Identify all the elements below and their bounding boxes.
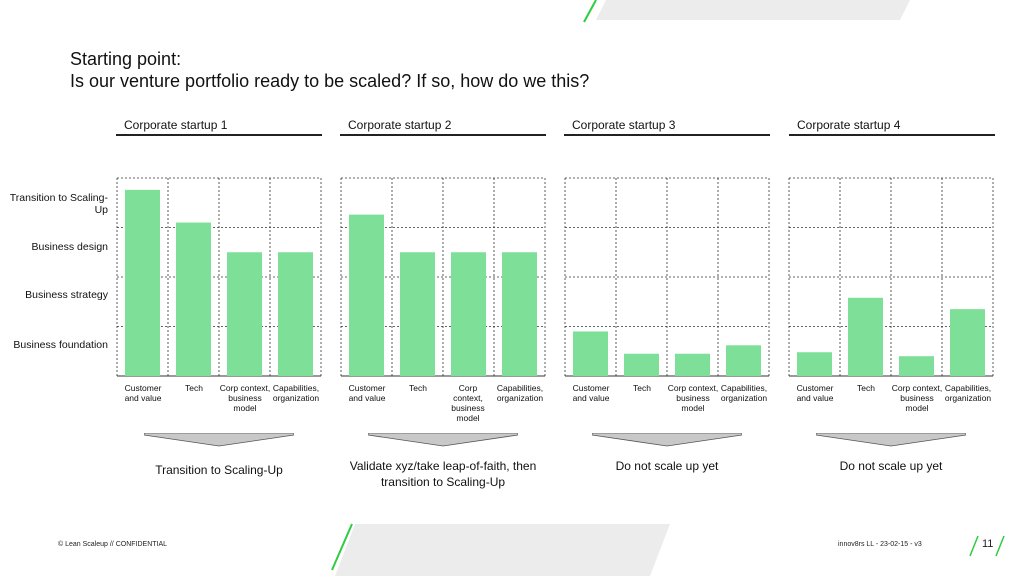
panel-4-bar-3: [899, 356, 934, 376]
top-green-slash: [583, 0, 597, 23]
panel-3-bar-2: [624, 353, 659, 376]
panel-3-bar-3: [675, 353, 710, 376]
page-slash-right: [995, 535, 1005, 557]
panel-1-underline: [116, 134, 322, 136]
footer-version: innov8rs LL - 23-02-15 - v3: [838, 541, 922, 548]
panel-2-arrow: [368, 433, 518, 447]
panel-3-title: Corporate startup 3: [572, 118, 676, 132]
p1-cat-capabilities: Capabilities, organization: [272, 383, 320, 403]
panel-4-conclusion: Do not scale up yet: [839, 459, 943, 473]
y-level-transition: Transition to Scaling-Up: [9, 192, 108, 216]
panel-4-bar-4: [950, 309, 985, 376]
panel-1-bar-1: [125, 189, 160, 376]
title-line-1: Starting point:: [70, 49, 182, 69]
top-gray-band: [596, 0, 910, 20]
p2-cat-capabilities: Capabilities, organization: [496, 383, 544, 403]
panel-3-bar-1: [573, 331, 608, 376]
page-title: Starting point: Is our venture portfolio…: [70, 48, 589, 92]
panel-1-conclusion: Transition to Scaling-Up: [155, 463, 283, 477]
p1-cat-customer: Customer and value: [124, 383, 162, 403]
p3-cat-customer: Customer and value: [572, 383, 610, 403]
panel-4-bar-1: [797, 352, 832, 376]
y-level-business-design: Business design: [31, 241, 108, 253]
panel-1-bar-4: [278, 252, 313, 376]
panel-3-conclusion: Do not scale up yet: [615, 459, 719, 473]
panel-4-title: Corporate startup 4: [797, 118, 901, 132]
panel-1-bar-2: [176, 222, 211, 376]
panel-4-underline: [789, 134, 995, 136]
panel-1-title: Corporate startup 1: [124, 118, 228, 132]
p1-cat-corp-context: Corp context, business model: [219, 383, 271, 413]
panel-4-bar-2: [848, 297, 883, 376]
p1-cat-tech: Tech: [185, 383, 203, 393]
panel-2-bar-3: [451, 252, 486, 376]
bottom-gray-band: [335, 524, 670, 576]
bottom-green-slash: [331, 523, 353, 571]
panel-4-arrow: [816, 433, 966, 447]
page-number: 11: [982, 538, 994, 550]
p3-cat-corp-context: Corp context, business model: [667, 383, 719, 413]
title-line-2: Is our venture portfolio ready to be sca…: [70, 71, 590, 91]
p2-cat-corp-context: Corp context, business model: [451, 383, 485, 423]
p4-cat-capabilities: Capabilities, organization: [944, 383, 992, 403]
p2-cat-tech: Tech: [409, 383, 427, 393]
p4-cat-tech: Tech: [857, 383, 875, 393]
p4-cat-customer: Customer and value: [796, 383, 834, 403]
panel-1-bar-3: [227, 252, 262, 376]
page-slash-left: [969, 535, 979, 557]
p3-cat-tech: Tech: [633, 383, 651, 393]
panel-2-underline: [340, 134, 546, 136]
y-level-business-strategy: Business strategy: [25, 289, 108, 301]
panel-3-bar-4: [726, 345, 761, 376]
p4-cat-corp-context: Corp context, business model: [891, 383, 943, 413]
panel-2-bar-4: [502, 252, 537, 376]
footer-copyright: © Lean Scaleup // CONFIDENTIAL: [58, 541, 168, 548]
panel-2-bar-2: [400, 252, 435, 376]
panel-3-arrow: [592, 433, 742, 447]
panel-2-title: Corporate startup 2: [348, 118, 452, 132]
y-level-business-foundation: Business foundation: [13, 339, 108, 351]
panel-2-bar-1: [349, 214, 384, 376]
p3-cat-capabilities: Capabilities, organization: [720, 383, 768, 403]
panel-2-conclusion: Validate xyz/take leap-of-faith, then tr…: [349, 459, 537, 489]
panel-1-arrow: [144, 433, 294, 447]
p2-cat-customer: Customer and value: [348, 383, 386, 403]
panel-3-underline: [564, 134, 770, 136]
